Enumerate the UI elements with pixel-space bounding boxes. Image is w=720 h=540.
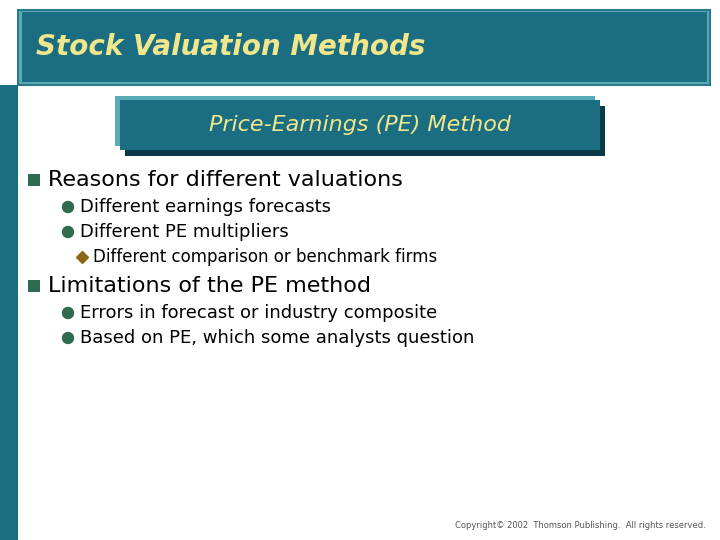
Circle shape — [63, 333, 73, 343]
Text: Stock Valuation Methods: Stock Valuation Methods — [36, 33, 426, 61]
FancyBboxPatch shape — [22, 12, 707, 82]
FancyBboxPatch shape — [125, 106, 605, 156]
Text: Different PE multipliers: Different PE multipliers — [80, 223, 289, 241]
Text: Price-Earnings (PE) Method: Price-Earnings (PE) Method — [209, 115, 511, 135]
Circle shape — [63, 226, 73, 238]
FancyBboxPatch shape — [28, 174, 40, 186]
Text: Based on PE, which some analysts question: Based on PE, which some analysts questio… — [80, 329, 474, 347]
FancyBboxPatch shape — [120, 100, 600, 150]
Text: Different earnings forecasts: Different earnings forecasts — [80, 198, 331, 216]
FancyBboxPatch shape — [28, 280, 40, 292]
Text: Different comparison or benchmark firms: Different comparison or benchmark firms — [93, 248, 437, 266]
Text: Errors in forecast or industry composite: Errors in forecast or industry composite — [80, 304, 437, 322]
Circle shape — [63, 307, 73, 319]
FancyBboxPatch shape — [0, 85, 18, 540]
Text: Copyright© 2002  Thomson Publishing.  All rights reserved.: Copyright© 2002 Thomson Publishing. All … — [455, 521, 706, 530]
Text: Limitations of the PE method: Limitations of the PE method — [48, 276, 371, 296]
Text: Reasons for different valuations: Reasons for different valuations — [48, 170, 403, 190]
FancyBboxPatch shape — [18, 10, 710, 85]
Circle shape — [63, 201, 73, 213]
FancyBboxPatch shape — [115, 96, 595, 146]
